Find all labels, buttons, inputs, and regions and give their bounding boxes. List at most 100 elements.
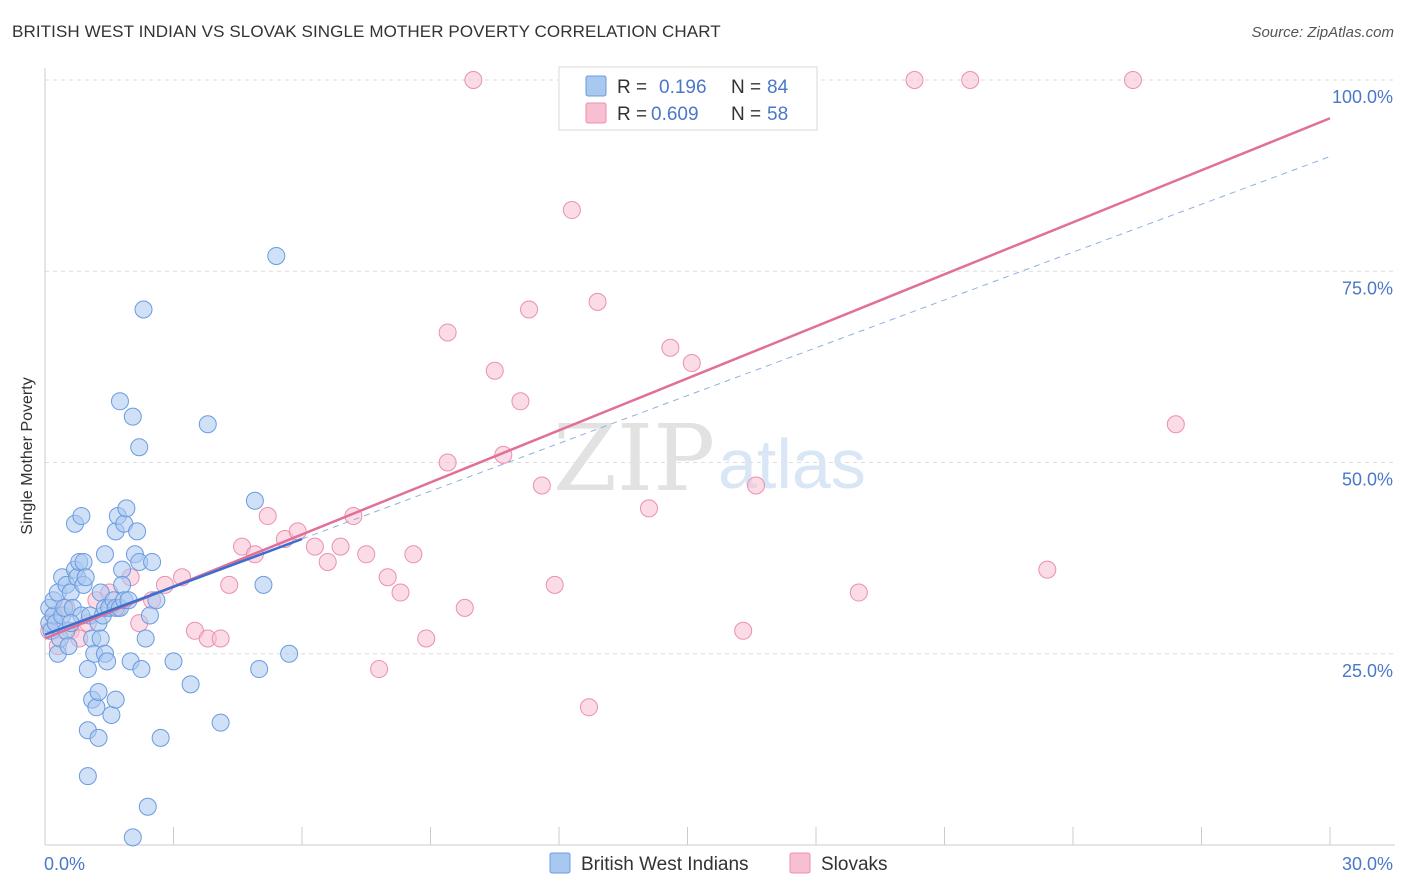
british-west-indians-trend-extension — [301, 156, 1331, 540]
trend-lines — [44, 117, 1331, 640]
slovaks-point-46 — [588, 292, 607, 311]
british-west-indians-point-67 — [134, 300, 153, 319]
british-west-indians-point-75 — [181, 675, 200, 694]
watermark: ZIP atlas — [553, 405, 866, 512]
grid-lines — [45, 79, 1395, 655]
legend-n-label-2: N = — [731, 104, 761, 125]
british-west-indians-point-36 — [89, 728, 108, 747]
british-west-indians-point-69 — [138, 797, 157, 816]
british-west-indians-point-60 — [123, 407, 142, 426]
slovaks-point-18 — [220, 575, 239, 594]
british-west-indians-point-25 — [76, 568, 95, 587]
slovaks-point-59 — [1166, 415, 1185, 434]
slovaks-point-36 — [455, 598, 474, 617]
bottom-legend-swatch-blue — [549, 852, 571, 874]
british-west-indians-point-57 — [117, 499, 136, 518]
british-west-indians-point-80 — [254, 575, 273, 594]
x-tick-label-0: 0.0% — [44, 854, 85, 874]
british-west-indians-point-54 — [113, 575, 132, 594]
british-west-indians-point-63 — [128, 522, 147, 541]
british-west-indians-point-26 — [78, 660, 97, 679]
slovaks-point-31 — [391, 583, 410, 602]
british-west-indians-point-66 — [132, 660, 151, 679]
slovaks-trend-line — [44, 117, 1331, 640]
bottom-legend-label-2: Slovaks — [821, 854, 888, 875]
slovaks-points — [40, 71, 1185, 717]
y-tick-label-0: 25.0% — [1342, 661, 1393, 681]
y-tick-label-3: 100.0% — [1332, 87, 1393, 107]
slovaks-point-38 — [485, 361, 504, 380]
slovaks-point-53 — [747, 476, 766, 495]
slovaks-point-17 — [211, 629, 230, 648]
slovaks-point-44 — [562, 201, 581, 220]
british-west-indians-point-35 — [89, 683, 108, 701]
legend-r-label-1: R = — [617, 77, 647, 98]
british-west-indians-point-71 — [143, 552, 162, 571]
slovaks-point-35 — [438, 323, 457, 342]
slovaks-point-24 — [305, 537, 324, 556]
british-west-indians-point-45 — [102, 705, 121, 724]
x-tick-labels: 0.0% 30.0% — [44, 854, 1393, 874]
source-label: Source: ZipAtlas.com — [1251, 24, 1394, 41]
slovaks-point-55 — [905, 71, 924, 89]
slovaks-point-49 — [661, 338, 680, 357]
slovaks-point-30 — [378, 568, 397, 587]
british-west-indians-trend-line — [44, 537, 303, 636]
slovaks-point-54 — [849, 583, 868, 602]
slovaks-point-28 — [357, 545, 376, 564]
slovaks-point-50 — [682, 354, 701, 373]
legend-n-label-1: N = — [731, 77, 761, 98]
slovaks-point-56 — [961, 71, 980, 89]
x-tick-label-1: 30.0% — [1342, 854, 1393, 874]
british-west-indians-point-22 — [72, 507, 91, 526]
british-west-indians-point-53 — [113, 560, 132, 579]
legend-n-value-1: 84 — [767, 77, 789, 98]
legend-r-value-2: 0.609 — [651, 104, 699, 125]
legend-r-label-2: R = — [617, 104, 647, 125]
bottom-legend: British West Indians Slovaks — [549, 852, 888, 875]
slovaks-point-32 — [404, 545, 423, 564]
british-west-indians-point-42 — [95, 545, 114, 564]
watermark-zip: ZIP — [553, 405, 715, 512]
slovaks-point-29 — [370, 660, 389, 679]
legend-n-value-2: 58 — [767, 104, 788, 125]
bottom-legend-swatch-pink — [789, 852, 811, 874]
british-west-indians-point-78 — [245, 491, 264, 510]
slovaks-point-45 — [579, 698, 598, 717]
watermark-atlas: atlas — [718, 425, 866, 503]
y-tick-labels: 25.0% 50.0% 75.0% 100.0% — [1332, 87, 1393, 681]
british-west-indians-point-52 — [110, 392, 129, 411]
british-west-indians-point-76 — [198, 415, 217, 434]
chart-title: BRITISH WEST INDIAN VS SLOVAK SINGLE MOT… — [12, 22, 721, 41]
british-west-indians-point-61 — [123, 828, 142, 847]
slovaks-point-21 — [258, 507, 277, 526]
legend-swatch-blue — [585, 75, 607, 97]
axes — [44, 68, 1395, 846]
slovaks-point-57 — [1038, 560, 1057, 579]
british-west-indians-point-81 — [267, 246, 286, 265]
slovaks-point-41 — [520, 300, 539, 319]
british-west-indians-point-14 — [59, 637, 78, 656]
british-west-indians-point-77 — [211, 713, 230, 732]
british-west-indians-point-68 — [136, 629, 155, 648]
british-west-indians-point-74 — [164, 652, 183, 671]
british-west-indians-point-70 — [140, 606, 159, 625]
slovaks-point-43 — [545, 575, 564, 594]
y-tick-label-2: 75.0% — [1342, 278, 1393, 298]
british-west-indians-point-79 — [250, 660, 269, 679]
british-west-indians-point-65 — [130, 438, 149, 457]
slovaks-point-26 — [331, 537, 350, 556]
y-tick-label-1: 50.0% — [1342, 470, 1393, 490]
slovaks-point-52 — [734, 621, 753, 640]
british-west-indians-point-48 — [106, 690, 125, 709]
legend: R = 0.196 N = 84 R = 0.609 N = 58 — [558, 66, 818, 131]
bottom-legend-label-1: British West Indians — [581, 854, 749, 875]
slovaks-point-33 — [417, 629, 436, 648]
slovaks-point-42 — [532, 476, 551, 495]
slovaks-point-25 — [318, 552, 337, 571]
british-west-indians-point-73 — [151, 728, 170, 747]
legend-swatch-pink — [585, 102, 607, 124]
slovaks-point-34 — [438, 453, 457, 472]
british-west-indians-point-28 — [78, 767, 97, 786]
